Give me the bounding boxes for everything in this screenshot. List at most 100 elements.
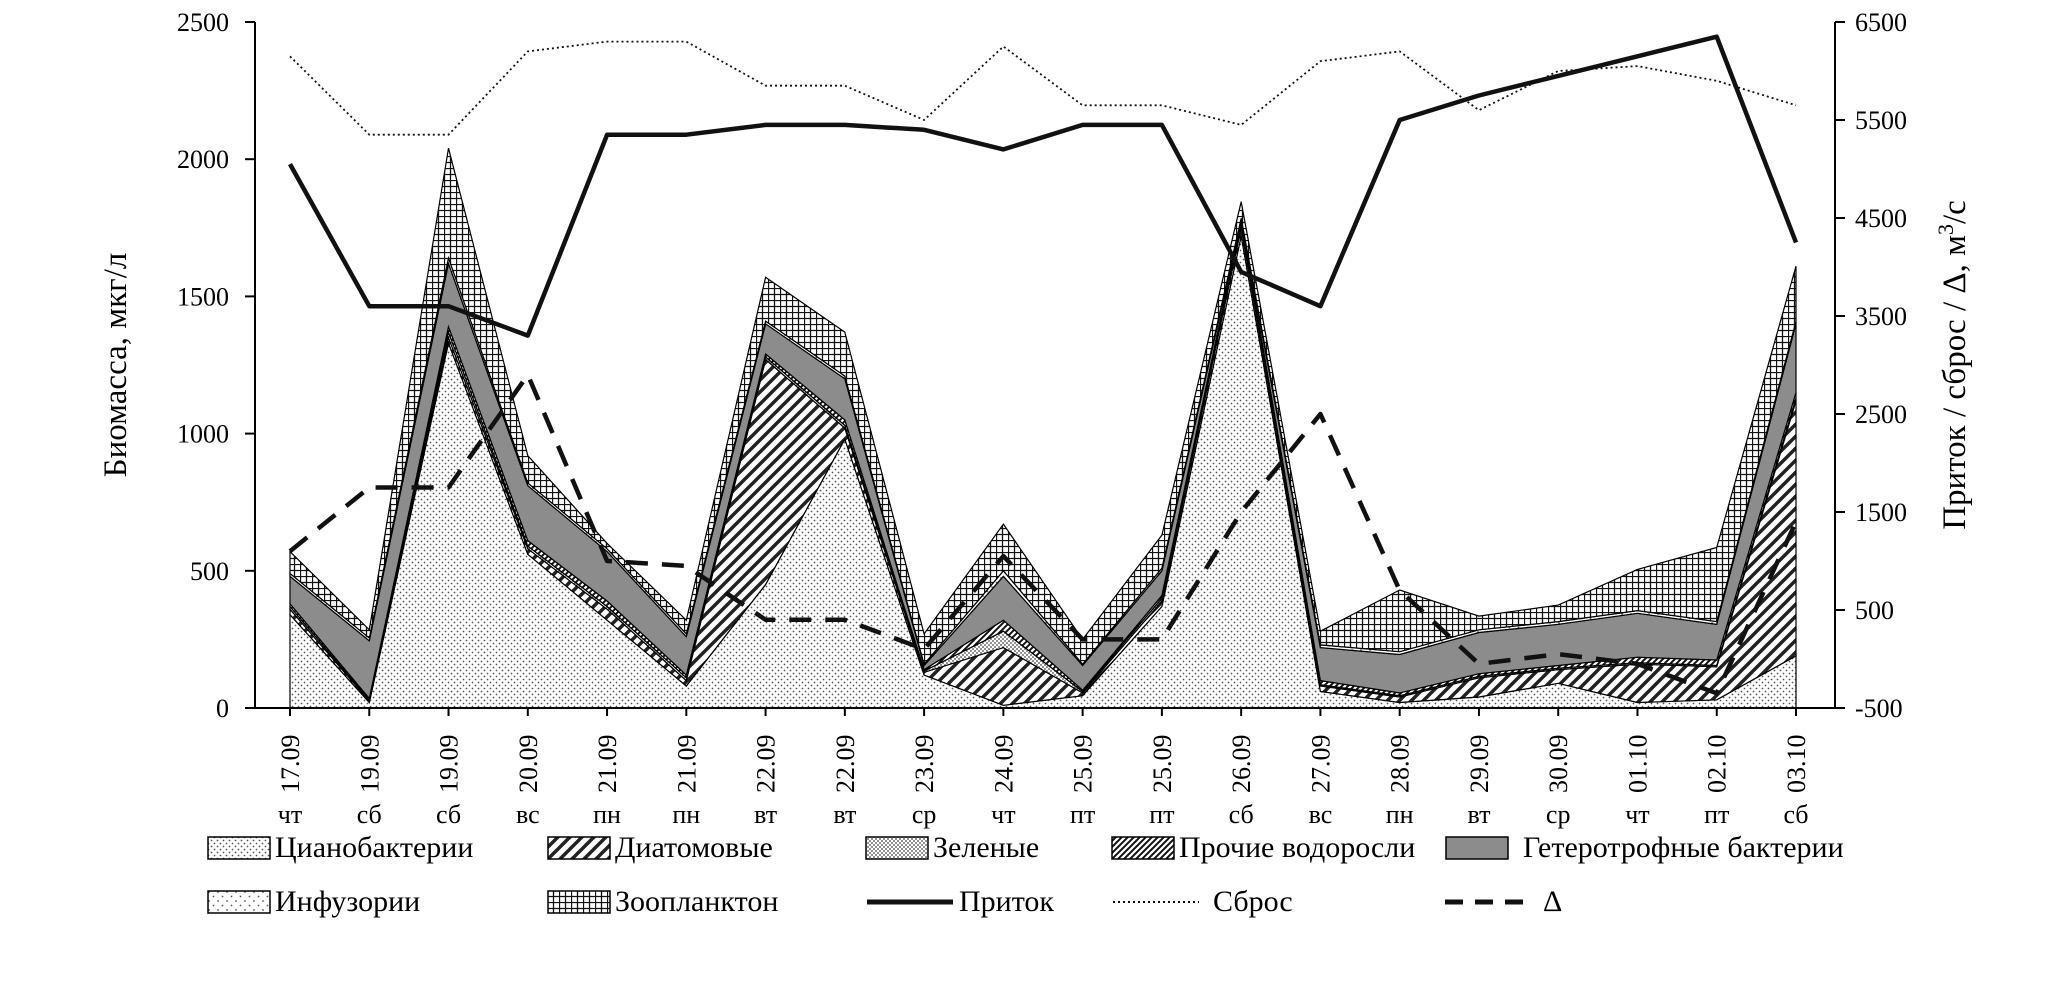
x-tick-weekday: вт	[754, 800, 777, 829]
legend-swatch-diatoms	[547, 836, 611, 860]
legend-label-zooplankton: Зоопланктон	[615, 885, 779, 918]
legend-label-diatoms: Диатомовые	[615, 831, 773, 864]
x-tick-weekday: чт	[1625, 800, 1649, 829]
legend-item-inflow: Приток	[865, 882, 1054, 922]
x-tick-date: 02.10	[1703, 735, 1732, 794]
x-tick-date: 21.09	[593, 735, 622, 794]
legend-item-infusoria: Инфузории	[207, 882, 420, 922]
left-tick-label: 1500	[177, 282, 229, 311]
right-tick-label: 3500	[1855, 302, 1907, 331]
right-axis-title-end: /с	[1937, 200, 1973, 224]
x-tick-weekday: пт	[1704, 800, 1729, 829]
legend: Цианобактерии Диатомовые Зеленые Прочие …	[200, 828, 1900, 978]
left-axis-ticks: 0 500 1000 1500 2000 2500	[177, 8, 255, 723]
legend-label-other-algae: Прочие водоросли	[1179, 831, 1416, 864]
legend-item-zooplankton: Зоопланктон	[547, 882, 778, 922]
legend-item-heterotrophic-bacteria: Гетеротрофные бактерии	[1445, 828, 1844, 868]
x-tick-date: 21.09	[672, 735, 701, 794]
x-tick-date: 19.09	[355, 735, 384, 794]
inflow-line	[288, 34, 1799, 338]
x-tick-weekday: сб	[436, 800, 461, 829]
delta-line	[288, 372, 1799, 696]
x-tick-weekday: вт	[833, 800, 856, 829]
x-tick-date: 25.09	[1069, 735, 1098, 794]
legend-swatch-zooplankton	[547, 890, 611, 914]
x-tick-weekday: вс	[516, 800, 540, 829]
left-tick-label: 2000	[177, 145, 229, 174]
x-tick-weekday: чт	[991, 800, 1015, 829]
x-tick-date: 28.09	[1386, 735, 1415, 794]
stacked-areas	[289, 148, 1797, 709]
axes	[254, 22, 1836, 709]
legend-label-cyanobacteria: Цианобактерии	[275, 831, 474, 864]
x-tick-date: 30.09	[1544, 735, 1573, 794]
legend-swatch-discharge	[1113, 901, 1199, 903]
legend-item-green: Зеленые	[865, 828, 1039, 868]
legend-swatch-infusoria	[207, 890, 271, 914]
x-tick-date: 01.10	[1623, 735, 1652, 794]
legend-swatch-delta	[1445, 899, 1531, 905]
x-tick-date: 20.09	[514, 735, 543, 794]
legend-swatch-heterotrophic-bacteria	[1445, 836, 1509, 860]
chart-svg: 0 500 1000 1500 2000 2500 -500 500 1500 2500 3500…	[98, 8, 1974, 829]
x-tick-weekday: пн	[1386, 800, 1414, 829]
right-tick-label: 2500	[1855, 400, 1907, 429]
x-tick-weekday: чт	[278, 800, 302, 829]
x-tick-weekday: пн	[593, 800, 621, 829]
x-tick-date: 24.09	[989, 735, 1018, 794]
right-tick-label: 6500	[1855, 8, 1907, 37]
left-tick-label: 0	[216, 694, 229, 723]
x-tick-date: 19.09	[435, 735, 464, 794]
x-tick-date: 27.09	[1306, 735, 1335, 794]
x-tick-date: 23.09	[910, 735, 939, 794]
legend-item-discharge: Сброс	[1111, 882, 1293, 922]
right-tick-label: 1500	[1855, 498, 1907, 527]
x-tick-weekday: ср	[912, 800, 937, 829]
x-tick-weekday: сб	[1229, 800, 1254, 829]
left-tick-label: 1000	[177, 420, 229, 449]
legend-label-heterotrophic-bacteria: Гетеротрофные бактерии	[1523, 831, 1844, 864]
legend-item-delta: Δ	[1443, 882, 1562, 922]
x-tick-weekday: пн	[672, 800, 700, 829]
x-axis-ticks: 17.09 чт 19.09 сб 19.09 сб 20.09 вс 21.09 пн 21.09…	[276, 708, 1811, 829]
right-axis-ticks: -500 500 1500 2500 3500 4500 5500 6500	[1835, 8, 1907, 723]
discharge-line	[289, 40, 1797, 136]
x-tick-date: 03.10	[1782, 735, 1811, 794]
x-tick-date: 25.09	[1148, 735, 1177, 794]
left-tick-label: 500	[190, 557, 229, 586]
x-tick-date: 22.09	[831, 735, 860, 794]
line-series	[288, 34, 1799, 696]
right-tick-label: 5500	[1855, 106, 1907, 135]
legend-label-green: Зеленые	[933, 831, 1040, 864]
area-zooplankton	[289, 148, 1797, 666]
legend-label-delta: Δ	[1543, 885, 1563, 918]
right-axis-title: Приток / сброс / Δ, м3/с	[1933, 200, 1974, 530]
left-tick-label: 2500	[177, 8, 229, 37]
legend-swatch-green	[865, 836, 929, 860]
x-tick-weekday: вс	[1309, 800, 1333, 829]
legend-swatch-other-algae	[1111, 836, 1175, 860]
legend-item-other-algae: Прочие водоросли	[1111, 828, 1415, 868]
left-axis-title: Биомасса, мкг/л	[98, 253, 134, 478]
legend-swatch-cyanobacteria	[207, 836, 271, 860]
x-tick-weekday: вт	[1467, 800, 1490, 829]
right-axis-title-sup: 3	[1933, 224, 1958, 235]
legend-item-diatoms: Диатомовые	[547, 828, 773, 868]
x-tick-date: 29.09	[1465, 735, 1494, 794]
right-tick-label: 500	[1855, 596, 1894, 625]
x-tick-date: 17.09	[276, 735, 305, 794]
x-tick-weekday: ср	[1546, 800, 1571, 829]
legend-label-infusoria: Инфузории	[275, 885, 421, 918]
x-tick-date: 22.09	[752, 735, 781, 794]
right-tick-label: 4500	[1855, 204, 1907, 233]
x-tick-weekday: пт	[1149, 800, 1174, 829]
legend-label-inflow: Приток	[959, 885, 1055, 918]
right-axis-title-main: Приток / сброс / Δ, м	[1937, 235, 1973, 530]
x-tick-weekday: сб	[357, 800, 382, 829]
legend-item-cyanobacteria: Цианобактерии	[207, 828, 473, 868]
x-tick-date: 26.09	[1227, 735, 1256, 794]
x-tick-weekday: пт	[1070, 800, 1095, 829]
legend-swatch-inflow	[867, 899, 953, 905]
right-tick-label: -500	[1855, 694, 1903, 723]
legend-label-discharge: Сброс	[1213, 885, 1293, 918]
